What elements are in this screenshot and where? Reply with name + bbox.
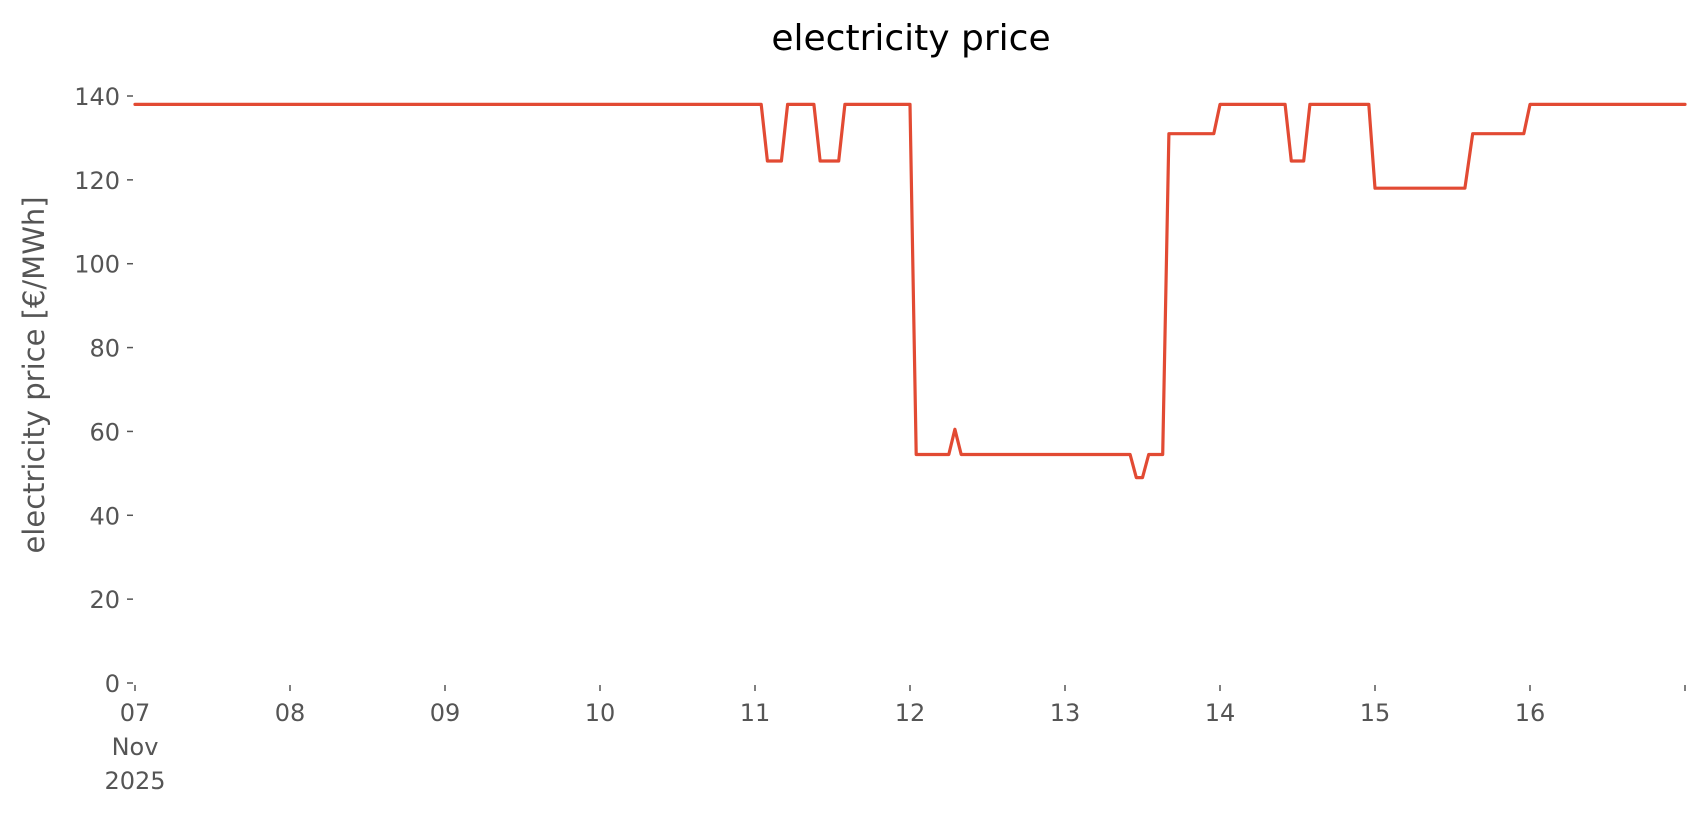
plot-area	[133, 102, 1687, 480]
y-tick-label: 20	[89, 586, 120, 614]
x-tick-label: 10	[585, 699, 616, 727]
x-tick-label: 14	[1205, 699, 1236, 727]
x-tick-label: Nov	[112, 733, 159, 761]
x-tick-label: 13	[1050, 699, 1081, 727]
y-axis-label: electricity price [€/MWh]	[17, 196, 51, 553]
x-tick-label: 11	[740, 699, 771, 727]
x-tick-label: 16	[1515, 699, 1546, 727]
y-tick-label: 0	[105, 670, 120, 698]
x-tick-label: 09	[430, 699, 461, 727]
y-tick-label: 120	[74, 167, 120, 195]
x-axis: 07 Nov 2025 08 09 10 11 12 13 14 15 16	[104, 685, 1686, 795]
x-tick-label: 15	[1360, 699, 1391, 727]
x-tick-label: 08	[275, 699, 306, 727]
y-tick-label: 100	[74, 251, 120, 279]
y-tick-label: 80	[89, 335, 120, 363]
chart-title: electricity price	[771, 18, 1050, 59]
y-axis: 0 20 40 60 80 100 120 140	[74, 83, 133, 698]
x-tick-label: 2025	[104, 767, 165, 795]
y-tick-label: 40	[89, 502, 120, 530]
x-tick-label: 07	[120, 699, 151, 727]
y-tick-label: 60	[89, 418, 120, 446]
y-tick-label: 140	[74, 83, 120, 111]
price-series-line	[133, 102, 1687, 480]
x-tick-label: 12	[895, 699, 926, 727]
